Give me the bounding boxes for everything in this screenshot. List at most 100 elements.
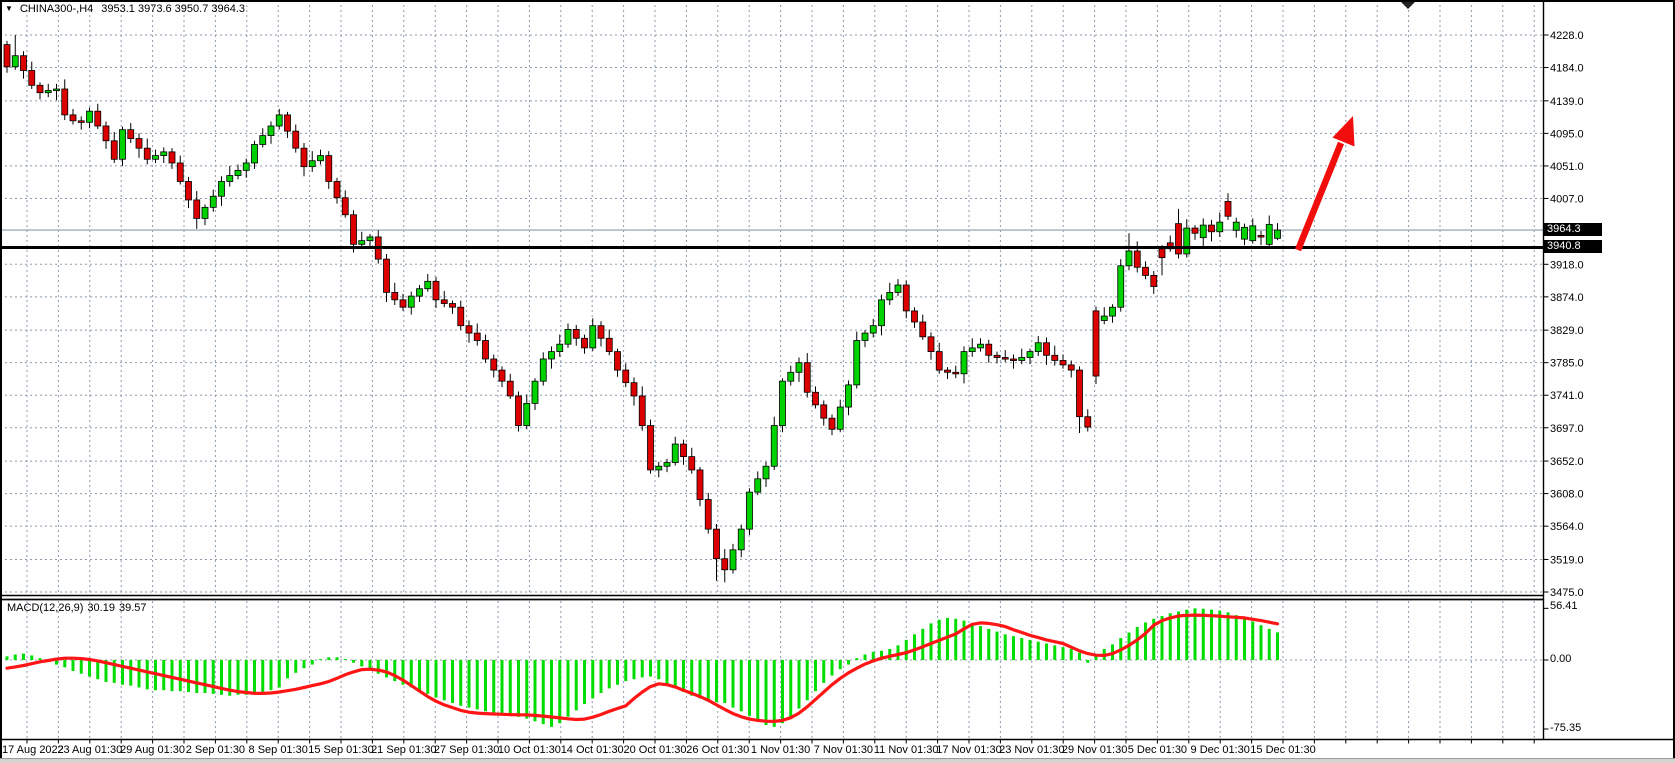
time-axis-label: 23 Nov 01:30 bbox=[999, 744, 1064, 756]
candle-body bbox=[1216, 221, 1224, 233]
time-axis-label: 15 Sep 01:30 bbox=[308, 744, 373, 756]
candle-body bbox=[787, 371, 795, 382]
candle-body bbox=[779, 380, 786, 426]
candle-body bbox=[160, 151, 168, 156]
candle-body bbox=[350, 214, 357, 245]
price-axis-label: 3829.0 bbox=[1550, 325, 1584, 337]
trend-arrow[interactable] bbox=[1294, 116, 1355, 252]
candle-body bbox=[407, 295, 415, 308]
chart-title: ▼ CHINA300-,H4 3953.1 3973.6 3950.7 3964.3 bbox=[5, 3, 245, 15]
candle-body bbox=[1257, 235, 1265, 238]
candle-body bbox=[1274, 229, 1281, 239]
candle-body bbox=[721, 558, 729, 571]
candle-body bbox=[432, 280, 440, 301]
candle-body bbox=[812, 391, 819, 406]
candle-body bbox=[44, 90, 52, 94]
candle-body bbox=[564, 329, 572, 345]
candle-body bbox=[894, 284, 902, 293]
time-axis-label: 21 Sep 01:30 bbox=[371, 744, 436, 756]
candle-body bbox=[490, 358, 498, 371]
candle-body bbox=[1026, 351, 1034, 358]
candle-body bbox=[308, 160, 316, 168]
candle-body bbox=[572, 329, 580, 339]
candle-body bbox=[77, 120, 85, 123]
candle-body bbox=[1191, 227, 1199, 234]
candle-body bbox=[1001, 357, 1009, 360]
price-axis-label: 3874.0 bbox=[1550, 292, 1584, 304]
candle-body bbox=[1034, 342, 1042, 352]
candle-body bbox=[143, 147, 151, 160]
candle-body bbox=[36, 84, 44, 94]
price-axis-label: 3475.0 bbox=[1550, 587, 1584, 599]
time-axis-label: 11 Nov 01:30 bbox=[874, 744, 939, 756]
candle-body bbox=[886, 292, 894, 301]
candle-body bbox=[630, 382, 638, 397]
candle-body bbox=[803, 362, 811, 393]
candle-body bbox=[671, 443, 679, 463]
candle-body bbox=[927, 336, 935, 352]
candle-body bbox=[416, 288, 423, 297]
candle-body bbox=[935, 351, 943, 371]
candle-body bbox=[1158, 248, 1166, 259]
candle-body bbox=[1133, 250, 1141, 268]
candle-body bbox=[993, 354, 1001, 358]
candle-body bbox=[754, 478, 762, 493]
grid bbox=[0, 0, 1544, 740]
candle-body bbox=[473, 332, 481, 341]
candle-body bbox=[1010, 358, 1017, 361]
price-axis-label: 3608.0 bbox=[1550, 489, 1584, 501]
time-axis-label: 20 Oct 01:30 bbox=[624, 744, 687, 756]
symbol-dropdown-icon[interactable]: ▼ bbox=[5, 4, 13, 13]
candle-body bbox=[209, 195, 217, 208]
candle-body bbox=[267, 125, 275, 136]
trend-arrow-head bbox=[1332, 116, 1355, 147]
candle-body bbox=[317, 155, 324, 162]
symbol-period-label: CHINA300-,H4 bbox=[19, 3, 94, 15]
candle-body bbox=[201, 206, 209, 219]
candle-body bbox=[770, 425, 778, 467]
macd-axis-max-label: 56.41 bbox=[1550, 600, 1578, 612]
candle-body bbox=[383, 258, 390, 293]
candle-body bbox=[135, 138, 143, 149]
candle-body bbox=[102, 125, 110, 142]
price-axis-label: 3519.0 bbox=[1550, 554, 1584, 566]
candle-body bbox=[597, 325, 605, 339]
candle-body bbox=[746, 491, 753, 530]
candle-body bbox=[325, 155, 333, 182]
candle-body bbox=[1092, 310, 1100, 377]
candle-body bbox=[506, 380, 514, 397]
price-axis-label: 4051.0 bbox=[1550, 161, 1584, 173]
candle-body bbox=[61, 88, 69, 116]
candle-body bbox=[193, 199, 201, 219]
candle-body bbox=[399, 299, 407, 308]
time-axis-label: 1 Nov 01:30 bbox=[751, 744, 810, 756]
candle-body bbox=[968, 347, 976, 352]
candle-body bbox=[713, 528, 720, 560]
title-ohlc-values: 3953.1 3973.6 3950.7 3964.3 bbox=[101, 3, 246, 15]
candle-body bbox=[292, 130, 300, 149]
indicator-signal-value: 39.57 bbox=[118, 602, 147, 614]
candle-body bbox=[119, 129, 126, 160]
price-axis-label: 3652.0 bbox=[1550, 456, 1584, 468]
candle-body bbox=[110, 140, 118, 160]
candle-body bbox=[556, 343, 564, 352]
candle-body bbox=[581, 337, 588, 349]
time-axis-label: 5 Dec 01:30 bbox=[1128, 744, 1187, 756]
candle-body bbox=[226, 175, 234, 182]
candle-body bbox=[3, 44, 11, 68]
candle-body bbox=[531, 380, 539, 404]
candle-body bbox=[795, 362, 803, 373]
candle-body bbox=[515, 395, 522, 426]
candle-body bbox=[952, 371, 960, 375]
candle-body bbox=[680, 443, 687, 458]
candle-body bbox=[1232, 221, 1240, 231]
price-axis-label: 3741.0 bbox=[1550, 390, 1584, 402]
candle-body bbox=[985, 343, 993, 356]
candle-body bbox=[1051, 354, 1059, 361]
price-axis-label: 4007.0 bbox=[1550, 193, 1584, 205]
shift-marker-icon bbox=[1401, 2, 1415, 9]
candle-body bbox=[960, 351, 968, 375]
